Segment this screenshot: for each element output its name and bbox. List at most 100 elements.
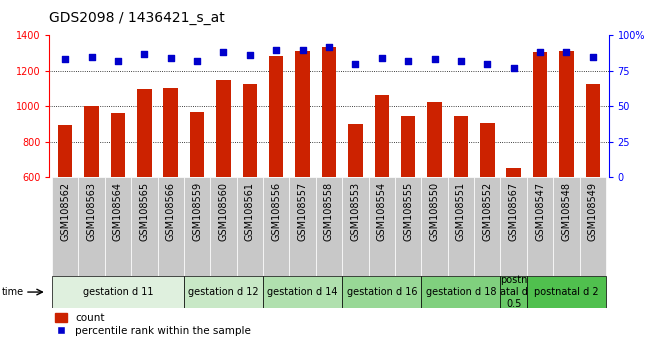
Text: GSM108548: GSM108548	[561, 182, 571, 241]
Bar	[527, 177, 553, 276]
Text: GSM108549: GSM108549	[588, 182, 598, 241]
Bar	[163, 88, 178, 177]
Text: GSM108551: GSM108551	[456, 182, 466, 241]
Bar	[269, 56, 284, 177]
Bar	[243, 84, 257, 177]
Bar	[533, 52, 547, 177]
Text: GSM108555: GSM108555	[403, 182, 413, 241]
Bar	[316, 177, 342, 276]
Bar	[131, 177, 157, 276]
Bar	[342, 276, 421, 308]
Bar	[263, 276, 342, 308]
Point	[192, 58, 203, 64]
Point	[588, 54, 598, 59]
Point	[376, 55, 387, 61]
Bar	[401, 116, 415, 177]
Text: gestation d 14: gestation d 14	[267, 287, 338, 297]
Point	[245, 52, 255, 58]
Bar	[501, 276, 527, 308]
Text: gestation d 11: gestation d 11	[83, 287, 153, 297]
Point	[139, 51, 149, 57]
Text: GSM108552: GSM108552	[482, 182, 492, 241]
Bar	[295, 51, 310, 177]
Point	[86, 54, 97, 59]
Point	[60, 57, 70, 62]
Bar	[84, 106, 99, 177]
Point	[113, 58, 123, 64]
Bar	[348, 124, 363, 177]
Point	[218, 50, 229, 55]
Bar	[480, 123, 495, 177]
Bar	[78, 177, 105, 276]
Bar	[453, 116, 468, 177]
Bar	[52, 177, 78, 276]
Text: GSM108558: GSM108558	[324, 182, 334, 241]
Bar	[447, 177, 474, 276]
Bar	[237, 177, 263, 276]
Bar	[559, 51, 574, 177]
Point	[350, 61, 361, 67]
Text: GSM108566: GSM108566	[166, 182, 176, 241]
Point	[297, 47, 308, 52]
Bar	[105, 177, 131, 276]
Point	[561, 50, 572, 55]
Bar	[368, 177, 395, 276]
Bar	[290, 177, 316, 276]
Text: gestation d 16: gestation d 16	[347, 287, 417, 297]
Bar	[342, 177, 368, 276]
Bar	[52, 276, 184, 308]
Text: postn
atal d
0.5: postn atal d 0.5	[499, 275, 528, 309]
Bar	[501, 177, 527, 276]
Bar	[507, 168, 521, 177]
Point	[324, 44, 334, 50]
Bar	[184, 276, 263, 308]
Text: GSM108547: GSM108547	[535, 182, 545, 241]
Legend: count, percentile rank within the sample: count, percentile rank within the sample	[55, 313, 251, 336]
Text: GSM108553: GSM108553	[350, 182, 361, 241]
Point	[403, 58, 413, 64]
Bar	[263, 177, 290, 276]
Point	[271, 47, 282, 52]
Bar	[216, 80, 231, 177]
Bar	[421, 177, 447, 276]
Text: time: time	[1, 287, 24, 297]
Text: gestation d 18: gestation d 18	[426, 287, 496, 297]
Point	[509, 65, 519, 71]
Bar	[322, 47, 336, 177]
Bar	[374, 95, 389, 177]
Bar	[421, 276, 501, 308]
Point	[482, 61, 493, 67]
Bar	[137, 89, 151, 177]
Text: GSM108563: GSM108563	[87, 182, 97, 241]
Text: GSM108564: GSM108564	[113, 182, 123, 241]
Text: GSM108561: GSM108561	[245, 182, 255, 241]
Text: GSM108557: GSM108557	[297, 182, 308, 241]
Text: GSM108562: GSM108562	[60, 182, 70, 241]
Text: postnatal d 2: postnatal d 2	[534, 287, 599, 297]
Text: GSM108559: GSM108559	[192, 182, 202, 241]
Bar	[580, 177, 606, 276]
Bar	[427, 102, 442, 177]
Point	[535, 50, 545, 55]
Bar	[474, 177, 501, 276]
Bar	[395, 177, 421, 276]
Bar	[553, 177, 580, 276]
Bar	[157, 177, 184, 276]
Text: GSM108565: GSM108565	[139, 182, 149, 241]
Bar	[184, 177, 211, 276]
Bar	[111, 113, 125, 177]
Bar	[586, 84, 600, 177]
Text: GSM108554: GSM108554	[377, 182, 387, 241]
Bar	[527, 276, 606, 308]
Text: GSM108567: GSM108567	[509, 182, 519, 241]
Point	[165, 55, 176, 61]
Text: GDS2098 / 1436421_s_at: GDS2098 / 1436421_s_at	[49, 11, 225, 25]
Bar	[211, 177, 237, 276]
Text: GSM108550: GSM108550	[430, 182, 440, 241]
Point	[429, 57, 440, 62]
Point	[455, 58, 466, 64]
Bar	[58, 125, 72, 177]
Bar	[190, 112, 205, 177]
Text: gestation d 12: gestation d 12	[188, 287, 259, 297]
Text: GSM108556: GSM108556	[271, 182, 281, 241]
